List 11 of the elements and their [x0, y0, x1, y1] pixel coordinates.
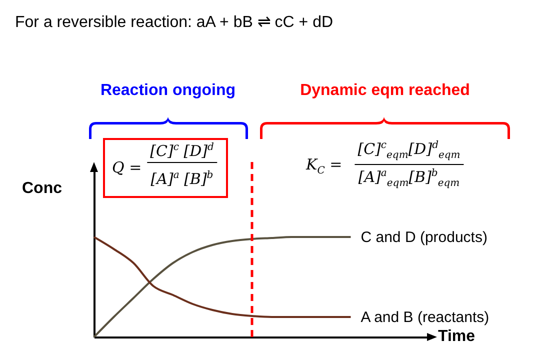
series-label: C and D (products) — [360, 229, 488, 246]
text: Dynamic eqm reached — [300, 82, 470, 100]
x-axis-title: Time — [438, 328, 476, 346]
y-axis-title: Conc — [22, 180, 62, 198]
text: [A]$^{a}$ [B]$^{b}$ — [150, 170, 214, 188]
series-label: A and B (reactants) — [360, 309, 490, 326]
text: K$_{C}$ = — [306, 156, 342, 176]
text: Reaction ongoing — [100, 82, 236, 100]
chart-title: For a reversible reaction: aA + bB ⇌ cC + dD — [15, 13, 334, 32]
text: Q = — [112, 158, 142, 176]
text: [C]$^{c}$ [D]$^{d}$ — [147, 142, 217, 163]
